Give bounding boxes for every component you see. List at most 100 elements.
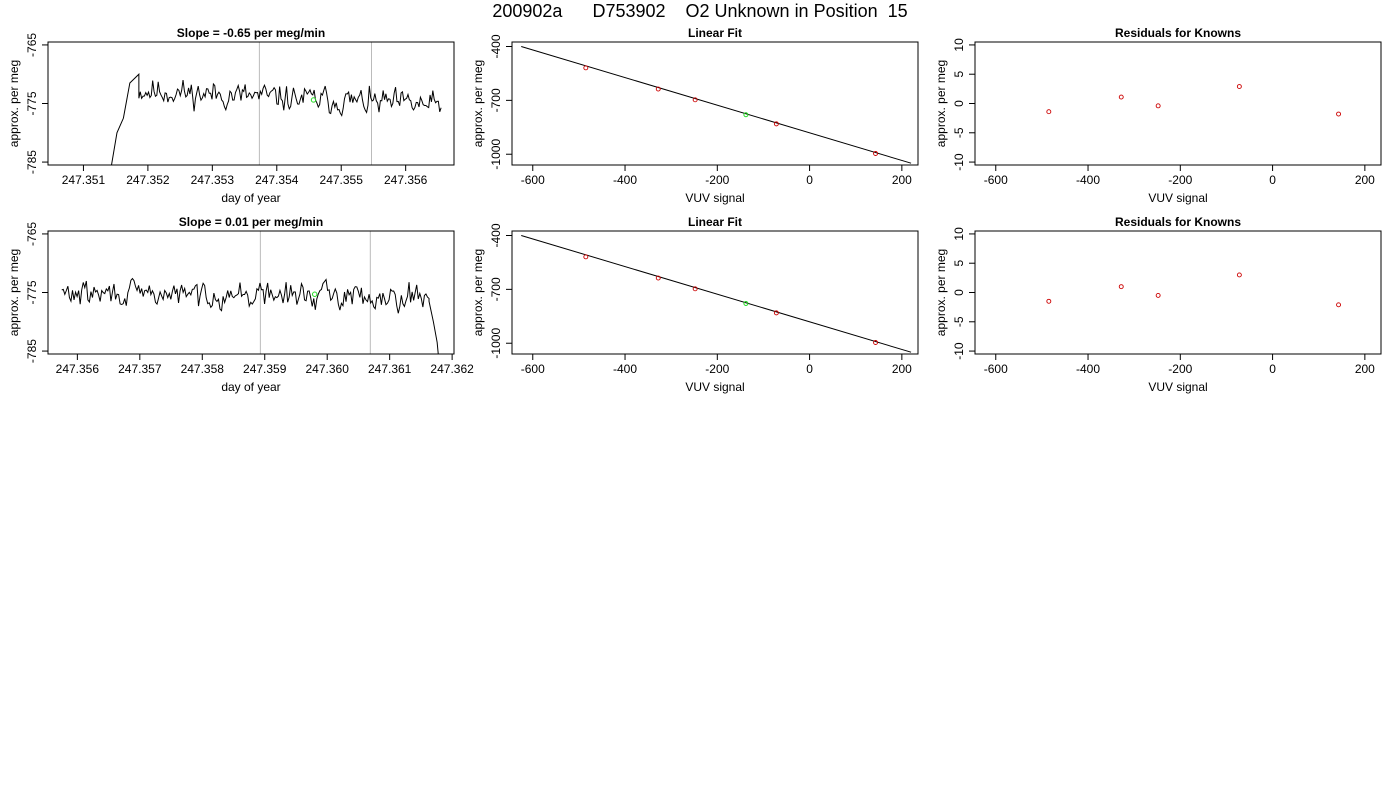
linear-fit-panel-top: Linear Fit VUV signal approx. per meg -600 -… xyxy=(471,26,919,205)
residuals-panel-top: Residuals for Knowns VUV signal approx. pe… xyxy=(934,26,1382,205)
plot-area xyxy=(61,231,439,354)
y-tick-label: 10 xyxy=(952,227,966,241)
x-tick-label: -400 xyxy=(613,173,637,187)
known-point xyxy=(1155,292,1161,298)
x-tick-label: 247.354 xyxy=(255,173,299,187)
panel-title: Residuals for Knowns xyxy=(1115,215,1241,229)
y-tick-label: -400 xyxy=(489,34,503,58)
y-tick-label: -10 xyxy=(952,342,966,360)
plot-frame xyxy=(47,41,455,166)
known-point xyxy=(583,65,589,71)
x-tick-label: -600 xyxy=(521,173,545,187)
y-tick-label: -785 xyxy=(25,339,39,363)
x-tick-label: 200 xyxy=(892,173,912,187)
x-tick-label: -600 xyxy=(984,362,1008,376)
panel-title: Slope = 0.01 per meg/min xyxy=(179,215,323,229)
x-tick-label: 247.351 xyxy=(62,173,106,187)
y-tick-label: -5 xyxy=(952,127,966,138)
x-tick-label: 247.361 xyxy=(368,362,412,376)
timeseries-panel-top: Slope = -0.65 per meg/min day of year appr… xyxy=(7,26,455,205)
unknown-point xyxy=(743,301,749,307)
x-tick-label: 247.353 xyxy=(191,173,235,187)
known-point xyxy=(1155,103,1161,109)
x-tick-label: 247.360 xyxy=(306,362,350,376)
y-tick-label: 5 xyxy=(952,260,966,267)
figure-title: 200902a D753902 O2 Unknown in Position 1… xyxy=(492,1,908,21)
x-tick-label: -400 xyxy=(1076,362,1100,376)
y-tick-label: 0 xyxy=(952,289,966,296)
x-tick-label: -600 xyxy=(984,173,1008,187)
y-tick-label: -700 xyxy=(489,277,503,301)
x-axis-label: VUV signal xyxy=(685,191,744,205)
x-tick-label: 247.362 xyxy=(430,362,474,376)
x-tick-label: 0 xyxy=(1269,362,1276,376)
y-tick-label: -775 xyxy=(25,91,39,115)
unknown-point xyxy=(312,291,318,297)
panel-title: Linear Fit xyxy=(688,215,742,229)
known-point xyxy=(655,275,661,281)
plot-frame xyxy=(47,230,455,355)
x-axis-label: VUV signal xyxy=(1148,191,1207,205)
x-tick-label: -400 xyxy=(613,362,637,376)
y-tick-label: -1000 xyxy=(489,139,503,170)
x-tick-label: 247.352 xyxy=(126,173,170,187)
x-tick-label: 247.358 xyxy=(181,362,225,376)
y-axis-label: approx. per meg xyxy=(471,249,485,336)
plot-frame xyxy=(511,230,919,355)
plot-area xyxy=(521,46,912,164)
plot-area xyxy=(1046,272,1342,308)
y-tick-label: -400 xyxy=(489,223,503,247)
known-point xyxy=(655,86,661,92)
x-tick-label: 200 xyxy=(892,362,912,376)
x-tick-label: 247.357 xyxy=(118,362,162,376)
residuals-panel-bottom: Residuals for Knowns VUV signal approx. pe… xyxy=(934,215,1382,394)
known-point xyxy=(1118,284,1124,290)
x-axis-label: day of year xyxy=(221,191,280,205)
plot-area xyxy=(110,42,442,165)
x-tick-label: -600 xyxy=(521,362,545,376)
plot-frame xyxy=(974,41,1382,166)
plot-area xyxy=(521,235,912,353)
known-point xyxy=(692,97,698,103)
y-tick-label: 5 xyxy=(952,71,966,78)
x-tick-label: -400 xyxy=(1076,173,1100,187)
known-point xyxy=(1236,272,1242,278)
known-point xyxy=(1236,84,1242,89)
y-tick-label: -1000 xyxy=(489,328,503,359)
x-tick-label: 200 xyxy=(1355,362,1375,376)
x-axis-label: day of year xyxy=(221,380,280,394)
known-point xyxy=(773,121,779,127)
fit-line xyxy=(521,46,912,164)
x-tick-label: -200 xyxy=(1168,362,1192,376)
x-tick-label: 200 xyxy=(1355,173,1375,187)
x-tick-label: 247.359 xyxy=(243,362,287,376)
x-tick-label: -200 xyxy=(1168,173,1192,187)
y-axis-label: approx. per meg xyxy=(7,60,21,147)
y-tick-label: -5 xyxy=(952,316,966,327)
linear-fit-panel-bottom: Linear Fit VUV signal approx. per meg -600 -… xyxy=(471,215,919,394)
plot-frame xyxy=(511,41,919,166)
unknown-point xyxy=(743,112,749,118)
y-axis-label: approx. per meg xyxy=(934,60,948,147)
x-axis-label: VUV signal xyxy=(685,380,744,394)
x-tick-label: 247.356 xyxy=(56,362,100,376)
known-point xyxy=(873,151,879,156)
y-tick-label: -10 xyxy=(952,153,966,171)
series-line xyxy=(110,73,442,165)
known-point xyxy=(873,340,879,345)
timeseries-panel-bottom: Slope = 0.01 per meg/min day of year appro… xyxy=(7,215,474,394)
known-point xyxy=(773,310,779,316)
series-line xyxy=(61,277,439,354)
known-point xyxy=(1046,109,1052,115)
y-tick-label: -785 xyxy=(25,150,39,174)
y-tick-label: -765 xyxy=(25,222,39,246)
known-point xyxy=(1336,111,1342,117)
y-tick-label: -765 xyxy=(25,33,39,57)
known-point xyxy=(1336,302,1342,308)
fit-line xyxy=(521,235,912,353)
y-axis-label: approx. per meg xyxy=(7,249,21,336)
x-tick-label: 0 xyxy=(1269,173,1276,187)
x-tick-label: 247.355 xyxy=(320,173,364,187)
plot-frame xyxy=(974,230,1382,355)
panel-title: Residuals for Knowns xyxy=(1115,26,1241,40)
